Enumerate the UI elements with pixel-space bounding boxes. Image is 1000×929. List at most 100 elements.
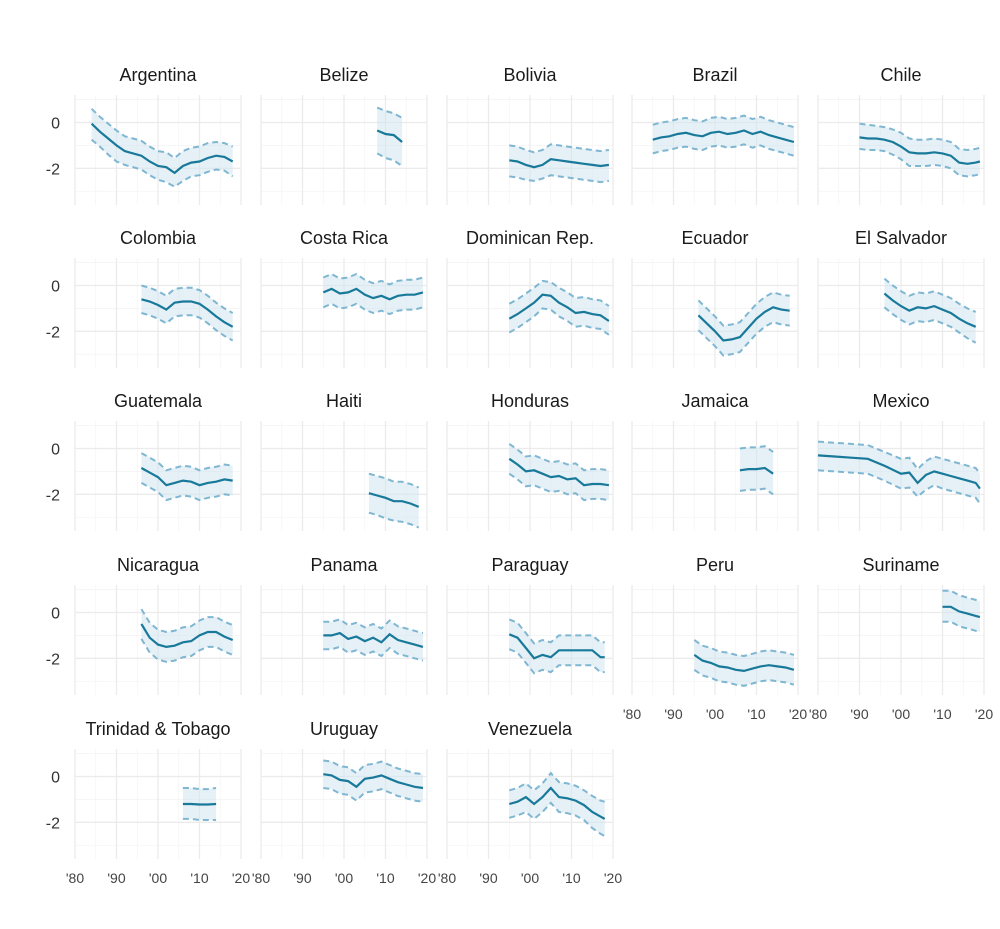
confidence-band <box>694 640 794 686</box>
lower-bound-line <box>697 321 790 357</box>
confidence-band <box>884 278 976 343</box>
lower-bound-line <box>140 638 234 663</box>
x-tick-label: '80 <box>438 870 456 886</box>
upper-bound-line <box>652 114 795 129</box>
panel-belize: Belize <box>260 65 428 205</box>
panel-panama: Panama <box>260 555 428 695</box>
confidence-band <box>509 773 605 837</box>
x-tick-label: '20 <box>604 870 622 886</box>
lower-bound-line <box>182 817 217 821</box>
panel-title: Belize <box>319 65 368 85</box>
y-tick-label: -2 <box>46 651 60 668</box>
estimate-line <box>322 287 424 301</box>
upper-bound-line <box>323 759 424 776</box>
panel-title: Panama <box>310 555 378 575</box>
lower-bound-line <box>859 147 981 178</box>
estimate-line <box>693 653 795 673</box>
panel-title: Haiti <box>326 391 362 411</box>
x-tick-label: '90 <box>293 870 311 886</box>
x-tick-label: '10 <box>933 706 951 722</box>
y-tick-label: -2 <box>46 815 60 832</box>
x-tick-label: '10 <box>747 706 765 722</box>
panel-title: Uruguay <box>310 719 378 739</box>
confidence-band <box>141 453 233 501</box>
x-tick-label: '10 <box>562 870 580 886</box>
upper-bound-line <box>140 452 233 472</box>
estimate-line <box>508 457 610 487</box>
y-tick-label: -2 <box>46 161 60 178</box>
panel-title: Venezuela <box>488 719 573 739</box>
upper-bound-line <box>90 108 234 160</box>
x-tick-label: '90 <box>850 706 868 722</box>
confidence-band <box>509 280 609 335</box>
lower-bound-line <box>693 668 795 687</box>
lower-bound-line <box>652 143 795 157</box>
panel-uruguay: Uruguay '80 '90 '00 '10 '20 <box>252 719 436 886</box>
estimate-line <box>141 298 234 328</box>
upper-bound-line <box>141 284 234 314</box>
estimate-line <box>508 633 605 660</box>
upper-bound-line <box>509 143 610 154</box>
panel-jamaica: Jamaica <box>631 391 799 531</box>
estimate-line <box>323 631 424 648</box>
x-tick-label: '00 <box>149 870 167 886</box>
panel-el-salvador: El Salvador <box>817 228 985 368</box>
confidence-band <box>739 446 774 495</box>
upper-bound-line <box>322 272 424 286</box>
upper-bound-line <box>942 589 981 602</box>
estimate-line <box>376 129 403 143</box>
panel-title: Bolivia <box>503 65 557 85</box>
upper-bound-line <box>697 291 790 327</box>
panel-title: Costa Rica <box>300 228 389 248</box>
x-tick-label: '80 <box>252 870 270 886</box>
x-tick-label: '20 <box>975 706 993 722</box>
upper-bound-line <box>693 639 795 658</box>
lower-bound-line <box>508 307 610 336</box>
x-tick-label: '00 <box>335 870 353 886</box>
lower-bound-line <box>323 787 424 803</box>
y-tick-label: -2 <box>46 324 60 341</box>
estimate-line <box>942 605 981 619</box>
panel-nicaragua: Nicaragua 0 -2 <box>46 555 242 695</box>
lower-bound-line <box>90 138 234 188</box>
panel-title: Honduras <box>491 391 569 411</box>
panel-paraguay: Paraguay <box>446 555 614 695</box>
confidence-band <box>652 115 794 156</box>
panel-colombia: Colombia 0 -2 <box>46 228 242 368</box>
confidence-band <box>509 144 609 183</box>
panel-peru: Peru '80 '90 '00 '10 '20 <box>623 555 807 722</box>
lower-bound-line <box>140 482 233 502</box>
x-tick-label: '90 <box>107 870 125 886</box>
lower-bound-line <box>322 302 424 316</box>
upper-bound-line <box>140 608 234 634</box>
x-tick-label: '20 <box>789 706 807 722</box>
y-tick-label: 0 <box>51 116 60 133</box>
estimate-line <box>859 136 981 165</box>
confidence-band <box>323 274 423 315</box>
y-tick-label: 0 <box>51 442 60 459</box>
upper-bound-line <box>508 443 610 472</box>
x-tick-label: '00 <box>892 706 910 722</box>
y-tick-label: 0 <box>51 606 60 623</box>
x-tick-label: '80 <box>623 706 641 722</box>
panel-title: Peru <box>696 555 734 575</box>
panel-title: Ecuador <box>681 228 748 248</box>
estimate-line <box>883 292 977 328</box>
estimate-line <box>140 623 234 649</box>
lower-bound-line <box>141 312 234 342</box>
panel-title: Trinidad & Tobago <box>85 719 230 739</box>
estimate-line <box>182 802 217 806</box>
panel-venezuela: Venezuela '80 '90 '00 '10 '20 <box>438 719 622 886</box>
y-tick-label: 0 <box>51 770 60 787</box>
x-tick-label: '00 <box>706 706 724 722</box>
panel-mexico: Mexico <box>817 391 985 531</box>
x-tick-label: '10 <box>190 870 208 886</box>
estimate-line <box>323 773 424 790</box>
confidence-band <box>91 108 233 187</box>
estimate-line <box>652 129 795 144</box>
estimate-line <box>739 466 774 475</box>
upper-bound-line <box>368 472 420 489</box>
panel-title: Chile <box>880 65 921 85</box>
lower-bound-line <box>508 472 610 502</box>
estimate-line <box>697 306 790 342</box>
